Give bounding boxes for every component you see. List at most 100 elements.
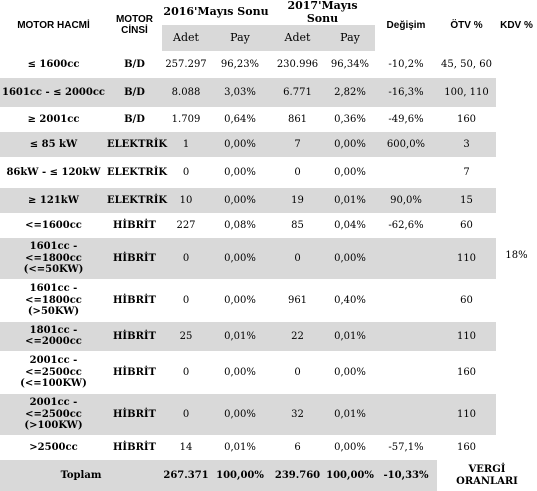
table-row: ≥ 2001cc B/D 1.709 0,64% 861 0,36% -49,6% 160 bbox=[0, 106, 537, 132]
cell-motor-hacmi: 1601cc - ≤ 2000cc bbox=[0, 76, 107, 108]
cell-otv: 100, 110 bbox=[437, 76, 496, 108]
cell-motor-cinsi: ELEKTRİK bbox=[107, 156, 167, 188]
table-row: ≥ 121kW ELEKTRİK 10 0,00% 19 0,01% 90,0% 15 bbox=[0, 186, 537, 214]
cell-adet-2017: 961 bbox=[270, 278, 325, 322]
cell-pay-2017: 0,00% bbox=[325, 156, 375, 188]
total-adet-2017: 239.760 bbox=[270, 458, 325, 491]
cell-degisim: 90,0% bbox=[375, 186, 437, 214]
header-adet-2017: Adet bbox=[270, 25, 325, 52]
cell-adet-2016: 0 bbox=[162, 392, 210, 436]
cell-otv: 15 bbox=[437, 186, 496, 214]
table-row: <=1600cc HİBRİT 227 0,08% 85 0,04% -62,6% 60 bbox=[0, 212, 537, 238]
cell-pay-2017: 0,01% bbox=[325, 186, 375, 214]
cell-degisim bbox=[375, 278, 437, 322]
cell-adet-2017: 0 bbox=[270, 236, 325, 280]
cell-otv: 60 bbox=[437, 278, 496, 322]
total-degisim: -10,33% bbox=[375, 458, 437, 491]
header-pay-2016: Pay bbox=[210, 25, 270, 52]
total-pay-2017: 100,00% bbox=[325, 458, 375, 491]
table-row: 2001cc - <=2500cc (<=100KW) HİBRİT 0 0,00% 0… bbox=[0, 350, 537, 394]
header-degisim: Değişim bbox=[386, 19, 426, 31]
cell-adet-2017: 85 bbox=[270, 212, 325, 238]
cell-adet-2016: 8.088 bbox=[162, 76, 210, 108]
cell-pay-2017: 0,00% bbox=[325, 130, 375, 158]
cell-adet-2017: 6 bbox=[270, 434, 325, 460]
cell-pay-2017: 0,36% bbox=[325, 106, 375, 132]
cell-adet-2016: 1 bbox=[162, 130, 210, 158]
cell-degisim bbox=[375, 392, 437, 436]
cell-pay-2016: 0,00% bbox=[210, 186, 270, 214]
cell-adet-2017: 22 bbox=[270, 320, 325, 352]
cell-pay-2017: 0,00% bbox=[325, 236, 375, 280]
cell-motor-cinsi: HİBRİT bbox=[107, 320, 162, 352]
cell-adet-2017: 0 bbox=[270, 350, 325, 394]
cell-pay-2017: 0,40% bbox=[325, 278, 375, 322]
cell-otv: 110 bbox=[437, 320, 496, 352]
cell-adet-2017: 7 bbox=[270, 130, 325, 158]
cell-otv: 160 bbox=[437, 350, 496, 394]
cell-otv: 160 bbox=[437, 106, 496, 132]
table-row: 1601cc - <=1800cc (>50KW) HİBRİT 0 0,00% 961… bbox=[0, 278, 537, 322]
cell-motor-hacmi: 2001cc - <=2500cc (>100KW) bbox=[0, 392, 107, 436]
cell-adet-2017: 6.771 bbox=[270, 76, 325, 108]
cell-motor-cinsi: B/D bbox=[107, 106, 162, 132]
cell-pay-2017: 0,00% bbox=[325, 350, 375, 394]
cell-pay-2016: 0,00% bbox=[210, 130, 270, 158]
table-row: 1601cc - <=1800cc (<=50KW) HİBRİT 0 0,00% 0 0… bbox=[0, 236, 537, 280]
cell-pay-2016: 0,01% bbox=[210, 434, 270, 460]
cell-pay-2016: 96,23% bbox=[210, 50, 270, 78]
table-row: 86kW - ≤ 120kW ELEKTRİK 0 0,00% 0 0,00% 7 bbox=[0, 156, 537, 188]
table-row: 2001cc - <=2500cc (>100KW) HİBRİT 0 0,00% 32… bbox=[0, 392, 537, 436]
cell-motor-hacmi: 86kW - ≤ 120kW bbox=[0, 156, 107, 188]
cell-pay-2016: 0,64% bbox=[210, 106, 270, 132]
cell-motor-cinsi: HİBRİT bbox=[107, 212, 162, 238]
table-row: 1801cc - <=2000cc HİBRİT 25 0,01% 22 0,01% 110 bbox=[0, 320, 537, 352]
cell-otv: 60 bbox=[437, 212, 496, 238]
cell-motor-cinsi: HİBRİT bbox=[107, 236, 162, 280]
cell-degisim: -16,3% bbox=[375, 76, 437, 108]
header-year-2017: 2017'Mayıs Sonu bbox=[287, 0, 358, 25]
cell-pay-2016: 0,00% bbox=[210, 278, 270, 322]
cell-motor-hacmi: <=1600cc bbox=[0, 212, 107, 238]
cell-degisim bbox=[375, 320, 437, 352]
cell-adet-2016: 0 bbox=[162, 278, 210, 322]
cell-pay-2017: 0,01% bbox=[325, 392, 375, 436]
cell-motor-hacmi: ≥ 2001cc bbox=[0, 106, 107, 132]
cell-motor-hacmi: >2500cc bbox=[0, 434, 107, 460]
cell-adet-2016: 257.297 bbox=[162, 50, 210, 78]
cell-motor-cinsi: HİBRİT bbox=[107, 392, 162, 436]
cell-pay-2016: 0,00% bbox=[210, 156, 270, 188]
cell-pay-2017: 96,34% bbox=[325, 50, 375, 78]
cell-adet-2017: 230.996 bbox=[270, 50, 325, 78]
cell-adet-2017: 32 bbox=[270, 392, 325, 436]
table-row: 1601cc - ≤ 2000cc B/D 8.088 3,03% 6.771 2,82%… bbox=[0, 76, 537, 108]
cell-motor-cinsi: B/D bbox=[107, 50, 162, 78]
header-adet-2016: Adet bbox=[162, 25, 210, 52]
cell-pay-2017: 2,82% bbox=[325, 76, 375, 108]
cell-adet-2017: 19 bbox=[270, 186, 325, 214]
vergi-oranlari-label: VERGİ ORANLARI bbox=[437, 458, 537, 491]
cell-motor-cinsi: ELEKTRİK bbox=[107, 186, 167, 214]
cell-degisim bbox=[375, 236, 437, 280]
total-adet-2016: 267.371 bbox=[162, 458, 210, 491]
cell-otv: 110 bbox=[437, 236, 496, 280]
cell-adet-2016: 0 bbox=[162, 156, 210, 188]
cell-degisim bbox=[375, 350, 437, 394]
cell-adet-2016: 10 bbox=[162, 186, 210, 214]
cell-degisim: -10,2% bbox=[375, 50, 437, 78]
table-row: >2500cc HİBRİT 14 0,01% 6 0,00% -57,1% 160 bbox=[0, 434, 537, 460]
cell-motor-cinsi: HİBRİT bbox=[107, 434, 162, 460]
header-kdv: KDV % bbox=[500, 19, 533, 31]
cell-pay-2016: 0,00% bbox=[210, 236, 270, 280]
cell-adet-2016: 227 bbox=[162, 212, 210, 238]
cell-adet-2016: 14 bbox=[162, 434, 210, 460]
cell-motor-cinsi: HİBRİT bbox=[107, 350, 162, 394]
cell-adet-2016: 0 bbox=[162, 236, 210, 280]
cell-pay-2016: 0,00% bbox=[210, 350, 270, 394]
cell-pay-2016: 0,00% bbox=[210, 392, 270, 436]
cell-motor-cinsi: ELEKTRİK bbox=[107, 130, 167, 158]
cell-motor-hacmi: ≥ 121kW bbox=[0, 186, 107, 214]
cell-degisim: -62,6% bbox=[375, 212, 437, 238]
cell-motor-cinsi: HİBRİT bbox=[107, 278, 162, 322]
table-row: ≤ 1600cc B/D 257.297 96,23% 230.996 96,34% -10… bbox=[0, 50, 537, 460]
